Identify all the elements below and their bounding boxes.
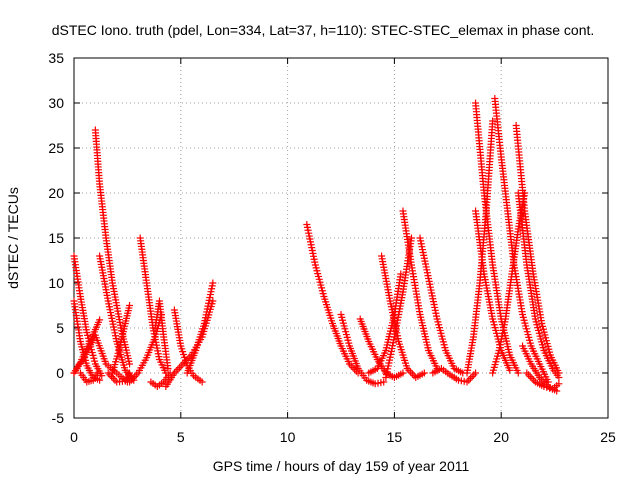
data-point <box>111 376 119 384</box>
series-6 <box>91 126 134 368</box>
series-9 <box>108 302 134 377</box>
data-point <box>380 378 388 386</box>
y-axis-label: dSTEC / TECUs <box>5 187 21 289</box>
data-point <box>526 373 534 381</box>
x-axis-label: GPS time / hours of day 159 of year 2011 <box>213 458 470 474</box>
series-22 <box>382 234 415 381</box>
series-24 <box>416 234 467 377</box>
series-13 <box>151 297 172 372</box>
data-point <box>506 366 514 374</box>
data-point <box>164 365 172 372</box>
series-5 <box>76 369 101 386</box>
x-tick-label: 0 <box>70 429 78 445</box>
data-points <box>70 95 563 395</box>
ticks: 0 5 10 15 20 25 -5 0 5 10 15 20 25 30 35 <box>48 50 616 445</box>
data-point <box>466 374 474 382</box>
data-point <box>555 374 563 381</box>
y-tick-label: 15 <box>48 230 64 246</box>
series-15 <box>170 306 206 386</box>
series-4 <box>70 316 104 377</box>
data-point <box>96 376 104 384</box>
series-25 <box>429 365 480 386</box>
series-16 <box>183 279 217 377</box>
data-point <box>176 364 184 372</box>
y-tick-label: 35 <box>48 50 64 66</box>
y-tick-label: 30 <box>48 95 64 111</box>
data-point <box>514 369 522 377</box>
data-point <box>172 367 180 375</box>
data-point <box>420 369 428 377</box>
data-point <box>198 378 206 386</box>
data-point <box>96 316 104 324</box>
data-point <box>525 371 533 379</box>
x-tick-label: 25 <box>600 429 616 445</box>
data-point <box>468 373 476 381</box>
series-7 <box>96 252 138 384</box>
data-point <box>523 369 531 377</box>
data-point <box>397 270 405 278</box>
data-point <box>407 234 415 242</box>
series-31 <box>512 122 563 377</box>
data-point <box>126 302 134 309</box>
data-point <box>465 376 473 384</box>
y-tick-label: 20 <box>48 185 64 201</box>
data-point <box>489 117 497 125</box>
data-point <box>126 369 134 377</box>
data-point <box>399 369 407 377</box>
series-11 <box>136 234 170 377</box>
data-point <box>528 374 536 382</box>
series-23 <box>399 207 441 372</box>
data-point <box>472 369 480 377</box>
series-32 <box>514 189 563 381</box>
series-18 <box>337 311 388 388</box>
data-point <box>470 371 478 379</box>
data-point <box>109 374 117 382</box>
x-tick-label: 5 <box>177 429 185 445</box>
data-point <box>407 368 415 376</box>
x-tick-label: 10 <box>280 429 296 445</box>
data-point <box>209 279 217 287</box>
series-34 <box>523 369 563 393</box>
series-17 <box>303 221 362 377</box>
data-point <box>174 365 182 373</box>
y-tick-label: 10 <box>48 275 64 291</box>
data-point <box>93 369 101 377</box>
y-tick-label: 0 <box>56 365 64 381</box>
chart-title: dSTEC Iono. truth (pdel, Lon=334, Lat=37… <box>52 22 595 38</box>
y-tick-label: -5 <box>52 410 65 426</box>
x-tick-label: 20 <box>493 429 509 445</box>
x-tick-label: 15 <box>387 429 403 445</box>
data-point <box>349 364 357 372</box>
y-tick-label: 25 <box>48 140 64 156</box>
data-point <box>410 372 418 380</box>
data-point <box>126 360 134 368</box>
series-29 <box>491 95 552 386</box>
y-tick-label: 5 <box>56 320 64 336</box>
data-point <box>555 380 563 388</box>
data-point <box>209 297 217 305</box>
